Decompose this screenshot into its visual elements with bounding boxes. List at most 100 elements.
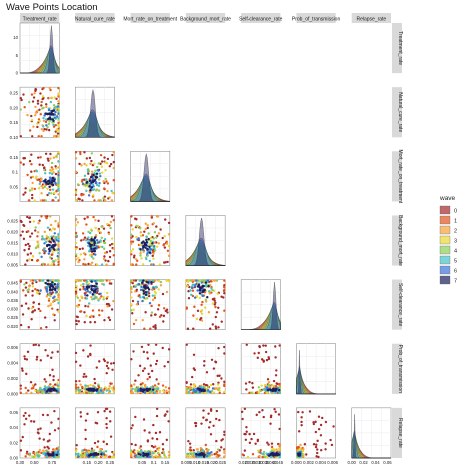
point-wave-5 [145,235,148,238]
point-wave-6 [152,286,155,290]
point-wave-2 [130,263,133,266]
point-wave-1 [45,216,48,220]
point-wave-0 [29,252,33,255]
point-wave-5 [92,297,96,300]
point-wave-7 [88,454,91,457]
point-wave-4 [87,391,90,395]
point-wave-0 [244,438,248,441]
point-wave-3 [74,241,78,245]
point-wave-1 [112,254,115,257]
point-wave-4 [143,450,147,453]
point-wave-2 [57,222,60,225]
point-wave-3 [55,167,58,170]
point-wave-2 [31,181,34,185]
point-wave-2 [144,222,147,225]
point-wave-5 [193,451,196,455]
point-wave-6 [210,450,213,454]
point-wave-0 [301,411,304,414]
point-wave-2 [108,385,111,388]
point-wave-0 [324,420,328,424]
point-wave-5 [151,294,154,297]
point-wave-5 [47,191,51,195]
point-wave-4 [134,387,137,390]
point-wave-4 [74,253,78,256]
point-wave-0 [314,430,318,434]
point-wave-5 [54,279,58,282]
point-wave-2 [57,295,60,299]
y-tick-label: 10 [13,35,18,40]
point-wave-0 [40,104,43,107]
point-wave-0 [80,239,83,242]
point-wave-3 [35,175,38,178]
point-wave-1 [34,287,37,291]
point-wave-0 [46,440,50,443]
point-wave-7 [139,453,142,456]
point-wave-0 [19,449,23,452]
y-tick-label: 0.030 [7,307,18,312]
point-wave-0 [35,358,38,361]
point-wave-5 [102,283,105,286]
point-wave-7 [146,281,150,284]
point-wave-0 [209,420,212,424]
point-wave-1 [132,322,136,326]
point-wave-0 [82,178,86,181]
point-wave-0 [319,434,323,437]
point-wave-0 [131,424,134,427]
point-wave-0 [213,299,216,302]
point-wave-3 [186,280,190,283]
point-wave-3 [157,288,160,291]
panel [19,343,60,395]
point-wave-1 [200,303,203,306]
point-wave-5 [45,240,48,244]
point-wave-3 [162,389,165,392]
point-wave-2 [43,230,47,234]
point-wave-1 [84,291,88,294]
point-wave-0 [43,316,47,319]
point-wave-0 [56,350,59,353]
point-wave-5 [44,386,47,389]
point-wave-0 [27,307,30,310]
point-wave-1 [32,451,35,455]
point-wave-5 [41,279,45,282]
point-wave-4 [99,199,103,202]
point-wave-3 [299,447,302,450]
point-wave-3 [110,237,114,240]
y-tick-label: 0.20 [10,105,19,110]
point-wave-4 [262,450,266,454]
point-wave-2 [42,119,46,123]
y-tick-label: 0.04 [10,425,19,430]
point-wave-5 [146,254,149,257]
point-wave-2 [214,387,217,390]
point-wave-4 [102,197,105,200]
point-wave-7 [269,389,273,392]
point-wave-0 [51,351,54,354]
point-wave-0 [88,156,92,160]
point-wave-5 [81,449,84,452]
legend-key [439,275,451,285]
point-wave-0 [245,426,248,429]
point-wave-0 [266,441,269,444]
point-wave-6 [57,239,60,243]
y-tick-label: 0.025 [7,315,18,320]
point-wave-0 [109,162,113,166]
row-strip-label: Prob_of_transmission [397,345,403,394]
point-wave-5 [86,170,90,173]
y-tick-label: 0.005 [7,263,18,268]
point-wave-0 [248,432,251,436]
point-wave-5 [278,391,281,395]
point-wave-0 [166,410,169,413]
point-wave-1 [91,309,95,312]
point-wave-0 [79,415,83,418]
point-wave-0 [19,439,23,442]
point-wave-5 [90,255,94,258]
point-wave-0 [262,359,265,362]
point-wave-3 [36,122,39,125]
point-wave-4 [135,224,138,228]
point-wave-6 [84,294,87,297]
point-wave-0 [86,355,90,358]
point-wave-3 [246,455,250,459]
point-wave-2 [99,231,103,234]
point-wave-0 [32,343,35,347]
point-wave-3 [211,302,215,305]
point-wave-4 [263,455,267,458]
